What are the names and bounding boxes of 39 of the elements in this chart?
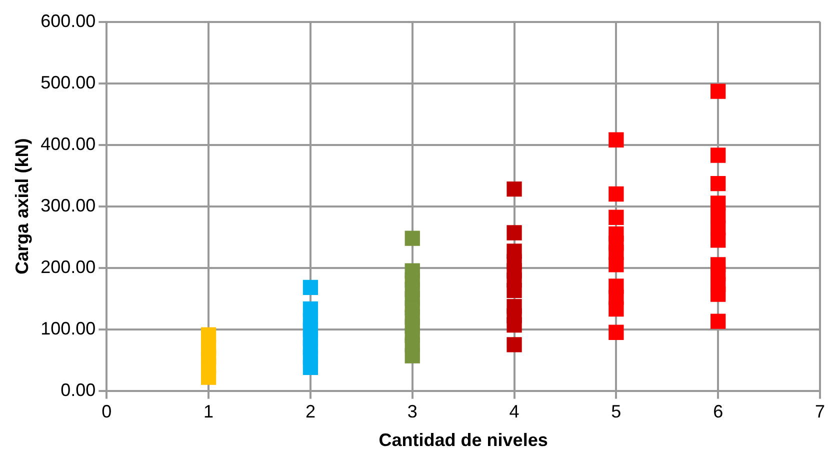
- point: [506, 182, 522, 197]
- point: [302, 360, 318, 375]
- point: [608, 132, 624, 148]
- point: [404, 348, 420, 364]
- x-tick-label: 5: [611, 402, 622, 422]
- y-tick-label: 300.00: [40, 195, 96, 216]
- x-axis-title: Cantidad de niveles: [378, 430, 548, 450]
- y-axis-title: Carga axial (kN): [12, 138, 32, 274]
- x-tick-label: 7: [814, 402, 826, 422]
- x-tick-label: 6: [713, 402, 724, 422]
- point: [608, 257, 624, 272]
- x-tick-label: 4: [509, 402, 520, 422]
- point: [506, 282, 522, 298]
- y-tick-label: 500.00: [40, 72, 96, 92]
- point: [710, 314, 726, 329]
- point: [608, 301, 624, 317]
- y-tick-label: 400.00: [40, 134, 96, 154]
- point: [404, 230, 420, 246]
- y-tick-label: 0.00: [60, 380, 96, 400]
- point: [506, 317, 522, 333]
- x-tick-label: 1: [204, 402, 214, 422]
- y-tick-label: 200.00: [40, 256, 96, 277]
- point: [608, 210, 624, 225]
- point: [710, 148, 726, 163]
- point: [710, 84, 726, 99]
- point: [506, 337, 522, 352]
- y-tick-label: 600.00: [40, 10, 96, 31]
- y-tick-label: 100.00: [40, 318, 96, 338]
- x-tick-label: 0: [102, 402, 112, 422]
- point: [302, 280, 318, 296]
- point: [200, 370, 216, 385]
- point: [710, 232, 726, 248]
- point: [710, 176, 726, 192]
- point: [506, 225, 522, 240]
- x-tick-label: 2: [305, 402, 316, 422]
- point: [710, 286, 726, 302]
- x-tick-label: 3: [407, 402, 418, 422]
- point: [608, 186, 624, 202]
- point: [608, 324, 624, 340]
